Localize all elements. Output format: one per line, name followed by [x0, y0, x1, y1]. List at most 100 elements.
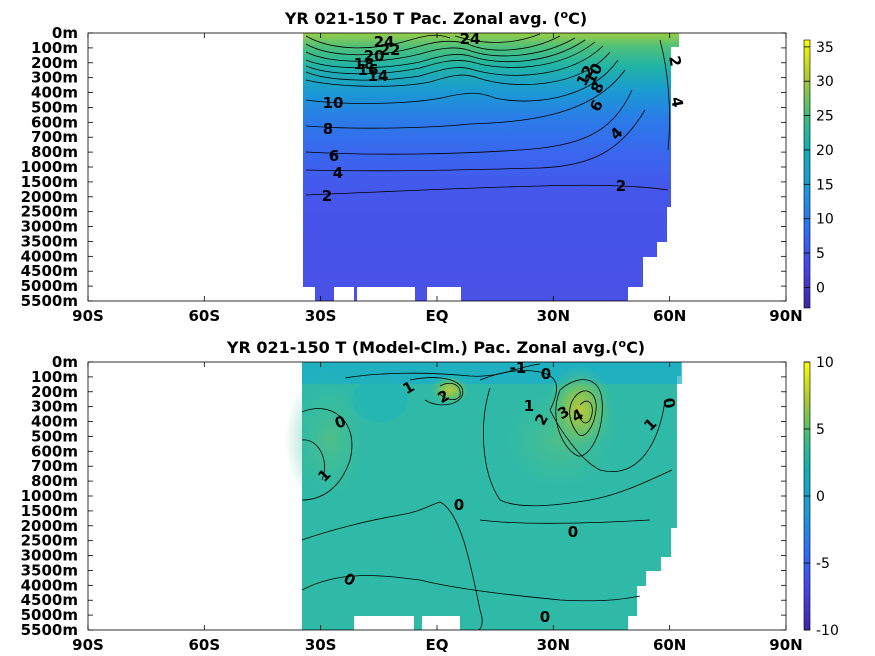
x-tick-label: 90N	[769, 307, 802, 325]
panel-2-y-axis: 0m100m200m300m400m500m600m700m800m1000m1…	[21, 353, 786, 639]
isotherm-2	[305, 184, 669, 196]
x-tick-label: 30N	[537, 636, 570, 654]
panel-2: YR 021-150 T (Model-Clm.) Pac. Zonal avg…	[21, 337, 839, 654]
contour-label: 4	[667, 95, 687, 108]
y-tick-label: 600m	[31, 442, 78, 460]
contour-label: 16	[358, 61, 379, 79]
contour-label: 0	[454, 496, 464, 514]
y-tick-label: 4000m	[21, 247, 78, 265]
isotherm-18	[305, 39, 586, 69]
contour-0-north	[483, 387, 673, 507]
x-tick-label: EQ	[426, 636, 449, 654]
y-tick-label: 300m	[31, 69, 78, 87]
contour-label: 22	[380, 41, 401, 59]
panel-2-title: YR 021-150 T (Model-Clm.) Pac. Zonal avg…	[226, 337, 645, 357]
x-tick-label: 30S	[305, 307, 337, 325]
y-tick-label: 600m	[31, 113, 78, 131]
colorbar-tick-label: 35	[816, 40, 834, 56]
contour-label: 0	[659, 396, 679, 409]
contour-0-abyss	[301, 575, 641, 602]
x-tick-label: 60N	[653, 307, 686, 325]
contour-label: 8	[323, 120, 333, 138]
contour-0-south	[301, 408, 353, 501]
y-tick-label: 5500m	[21, 621, 78, 639]
panel-1-field: 24 22 20 18 16 14 24 12 10 8 6 2 4 10 8 …	[290, 33, 687, 301]
colorbar-tick-label: 10	[816, 355, 834, 371]
panel-2-colorbar-ticks: 10 5 0 -5 -10	[804, 355, 839, 639]
y-tick-label: 3000m	[21, 547, 78, 565]
colorbar-tick-label: 15	[816, 177, 834, 193]
contour-label: 18	[354, 55, 375, 73]
contour-label: 14	[368, 67, 389, 85]
x-tick-label: 60N	[653, 636, 686, 654]
contour-0-deep	[301, 501, 483, 630]
colorbar-tick-label: 0	[816, 280, 825, 296]
y-tick-label: 3500m	[21, 232, 78, 250]
colorbar-tick-label: -5	[816, 556, 830, 572]
contour-label: 1	[524, 397, 534, 415]
y-tick-label: 4000m	[21, 576, 78, 594]
contour-2-north	[555, 379, 603, 457]
surface-cool-band	[302, 362, 682, 384]
cool-anomaly	[352, 378, 408, 422]
isotherm-20	[305, 37, 576, 62]
isotherm-24	[454, 33, 541, 43]
contour-1-north	[479, 370, 666, 472]
bathymetry-mask	[357, 287, 415, 301]
y-tick-label: 700m	[31, 457, 78, 475]
y-tick-label: 3000m	[21, 218, 78, 236]
y-tick-label: 5000m	[21, 606, 78, 624]
y-tick-label: 2000m	[21, 188, 78, 206]
y-tick-label: 400m	[31, 84, 78, 102]
contour-label: 10	[323, 94, 344, 112]
y-tick-label: 500m	[31, 427, 78, 445]
contour-label: 2	[322, 187, 332, 205]
colorbar-tick-label: -10	[816, 623, 839, 639]
y-tick-label: 800m	[31, 472, 78, 490]
y-tick-label: 2500m	[21, 203, 78, 221]
panel-1-y-axis: 0m100m200m300m400m500m600m700m800m1000m1…	[21, 24, 786, 310]
contour-label: 24	[374, 33, 395, 51]
y-tick-label: 200m	[31, 383, 78, 401]
y-tick-label: 1000m	[21, 158, 78, 176]
x-tick-label: 30S	[305, 636, 337, 654]
contour-label: 4	[333, 164, 343, 182]
contour-0	[344, 363, 541, 379]
contour-label: 0	[541, 365, 551, 383]
y-tick-label: 100m	[31, 39, 78, 57]
bathymetry-mask	[334, 287, 354, 301]
y-tick-label: 1500m	[21, 173, 78, 191]
contour-label: 2	[665, 54, 685, 67]
isotherm-4	[305, 109, 646, 172]
panel-1-colorbar-ticks: 35 30 25 20 15 10 5 0	[804, 40, 834, 296]
x-tick-label: EQ	[426, 307, 449, 325]
isotherm-2-east	[659, 39, 670, 151]
panel-2-field	[285, 362, 682, 630]
bathymetry-mask	[427, 287, 461, 301]
contour-label: 0	[540, 608, 550, 626]
panel-1-x-axis: 90S 60S 30S EQ 30N 60N 90N	[72, 33, 803, 325]
y-tick-label: 1000m	[21, 487, 78, 505]
x-tick-label: 30N	[537, 307, 570, 325]
colorbar-tick-label: 20	[816, 143, 834, 159]
y-tick-label: 100m	[31, 368, 78, 386]
contour-0-deep	[479, 519, 651, 524]
warm-pool-north	[430, 33, 550, 58]
contour-label: -1	[510, 359, 527, 377]
y-tick-label: 2000m	[21, 517, 78, 535]
isotherm-24	[305, 34, 451, 49]
contour-4-north	[579, 400, 593, 424]
y-tick-label: 0m	[52, 24, 78, 42]
contour-label: 6	[329, 147, 339, 165]
contour-1	[409, 377, 464, 406]
colorbar-tick-label: 25	[816, 109, 834, 125]
y-tick-label: 1500m	[21, 502, 78, 520]
isotherm-10	[305, 59, 619, 104]
panel-2-x-axis: 90S 60S 30S EQ 30N 60N 90N	[72, 362, 803, 654]
y-tick-label: 200m	[31, 54, 78, 72]
contour-2	[439, 382, 461, 400]
y-tick-label: 800m	[31, 143, 78, 161]
panel-1-title: YR 021-150 T Pac. Zonal avg. (oC)	[284, 8, 587, 28]
y-tick-label: 4500m	[21, 262, 78, 280]
